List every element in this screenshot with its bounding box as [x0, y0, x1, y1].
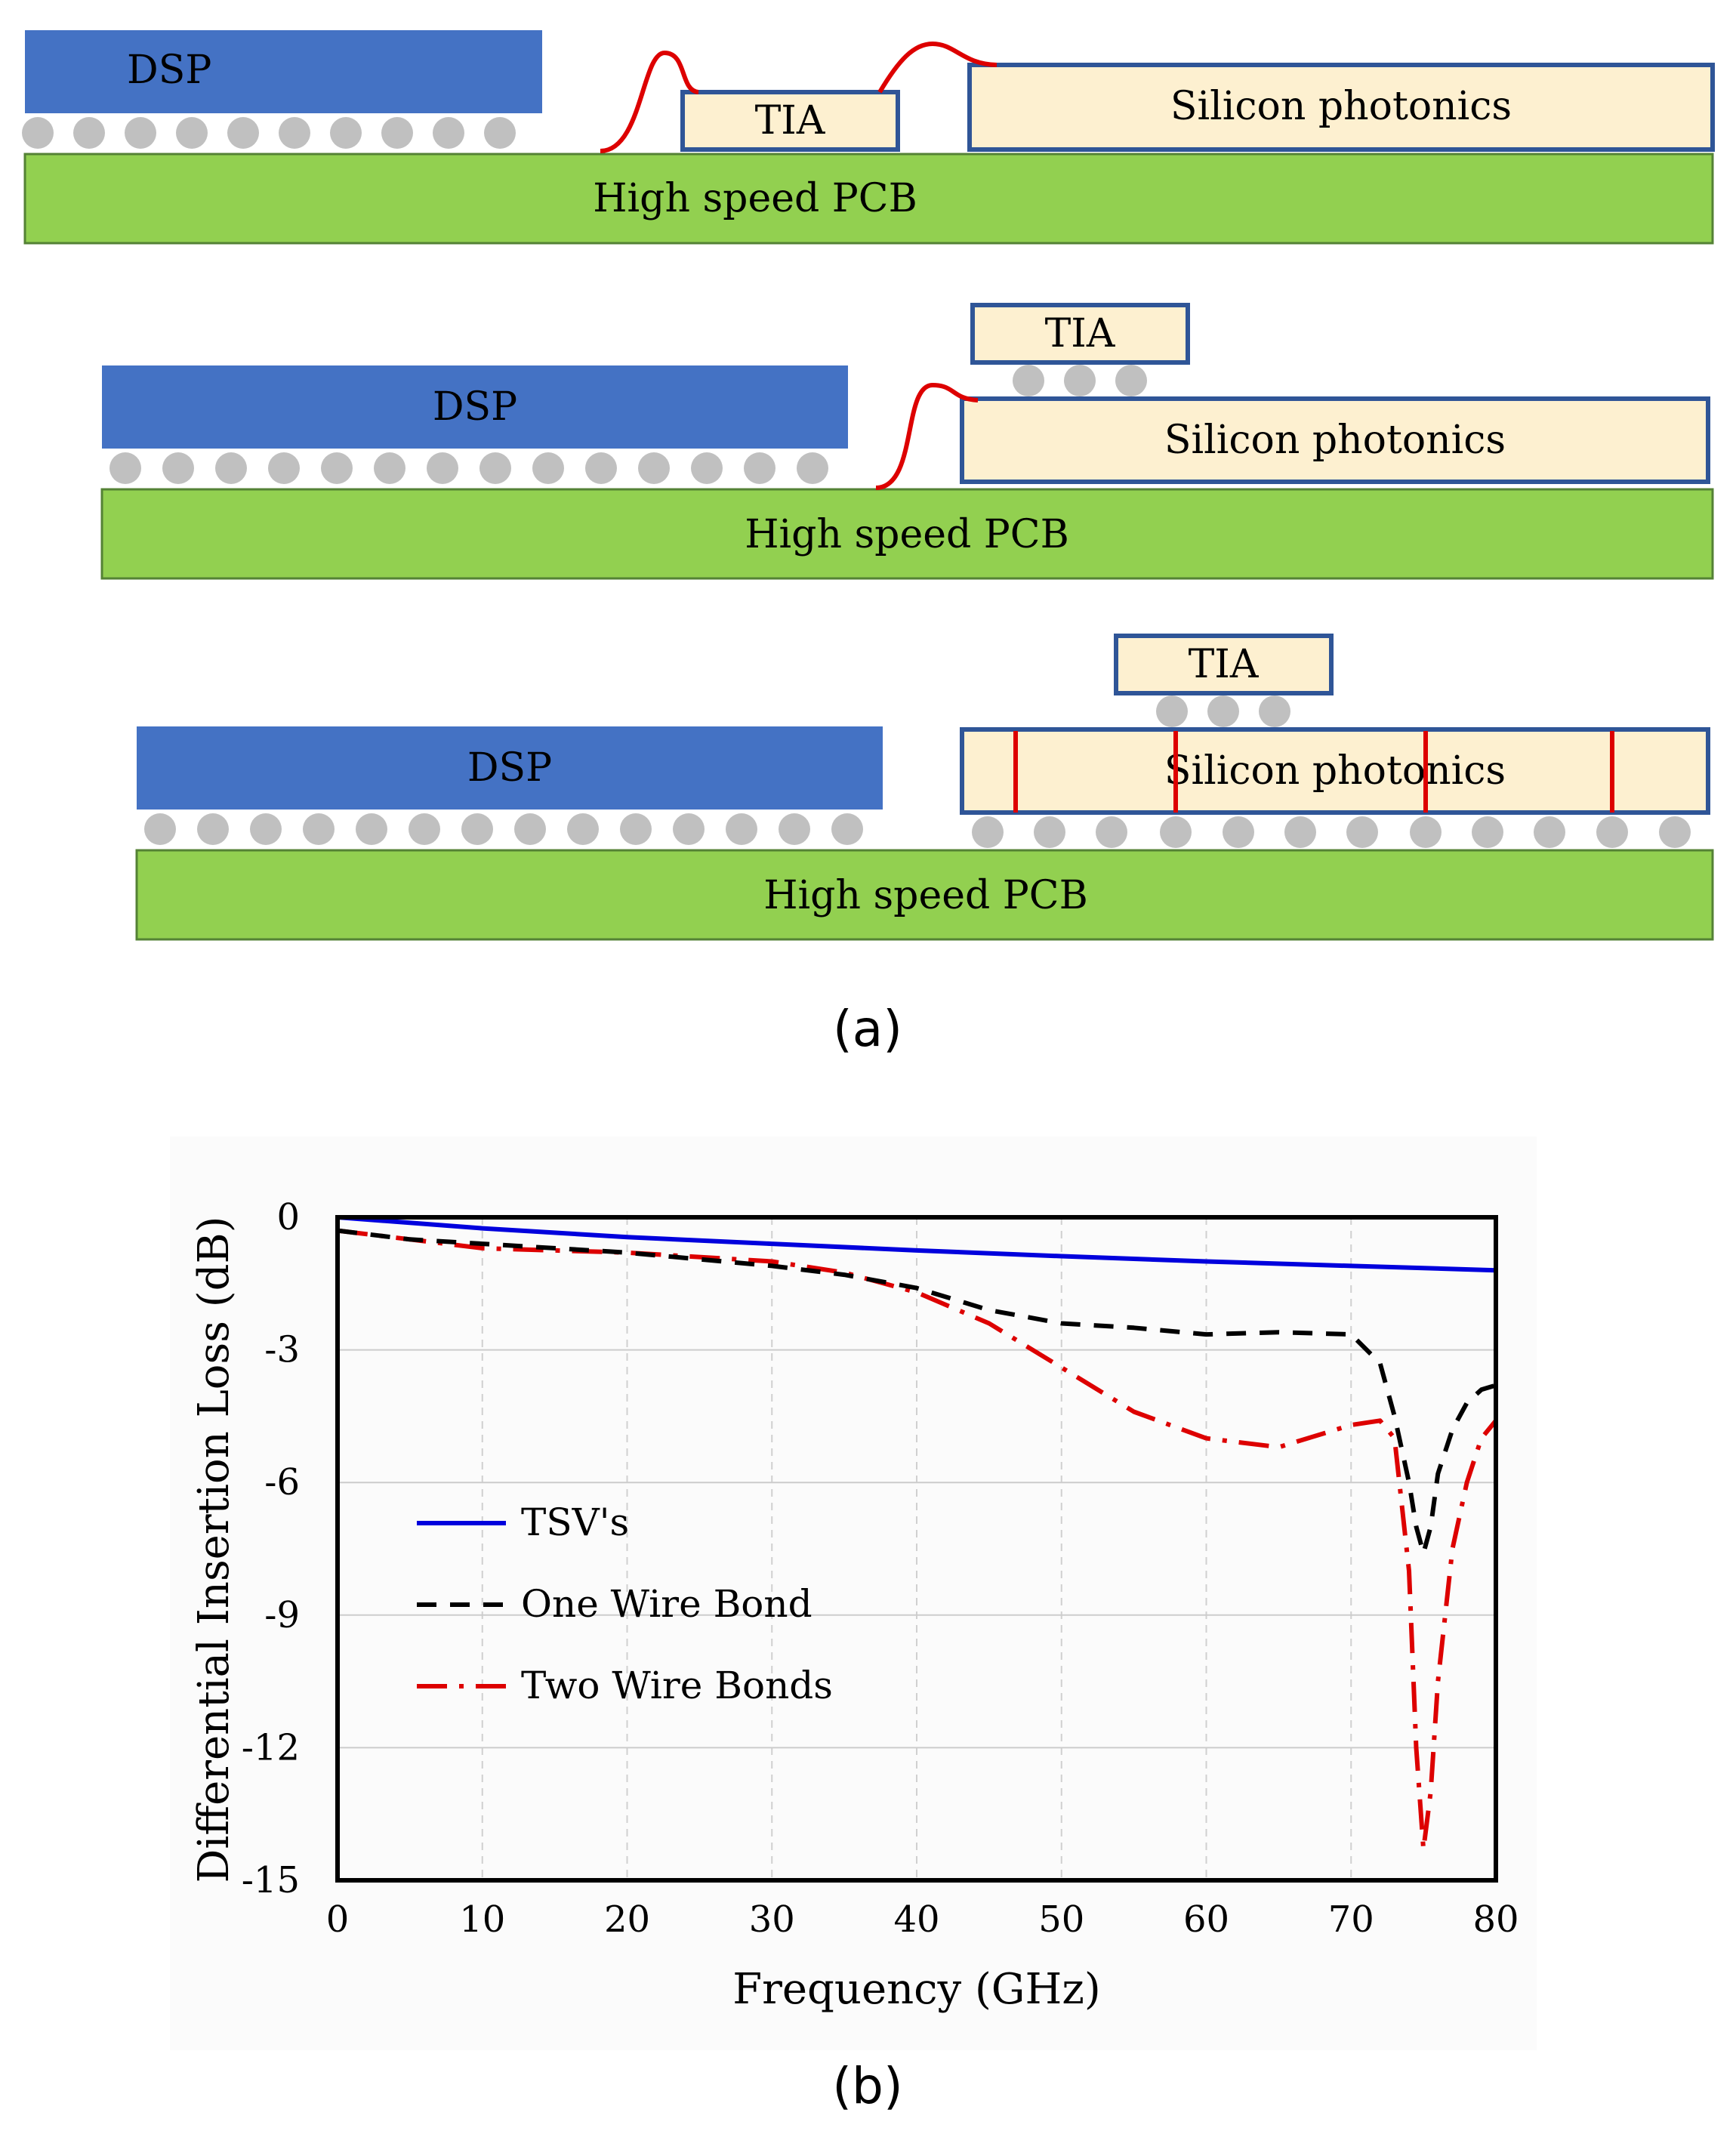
config1-wire-bond-2: [877, 41, 998, 94]
x-tick-label: 40: [893, 1898, 939, 1941]
config3-pcb-label: High speed PCB: [763, 873, 1088, 918]
config3-pcb: [135, 849, 1714, 941]
config3-silicon-photonics-label: Silicon photonics: [1164, 748, 1506, 794]
caption-a: (a): [833, 1000, 902, 1058]
x-tick-label: 80: [1472, 1898, 1519, 1941]
y-tick-label: -6: [264, 1461, 300, 1503]
config3-dsp-chip: [137, 726, 883, 810]
config1-dsp-label: DSP: [127, 48, 211, 93]
config2-tia-chip: [970, 303, 1190, 365]
config2-wire-bond: [875, 382, 979, 490]
config1-dsp-bumps: [22, 117, 516, 149]
x-tick-label: 30: [749, 1898, 795, 1941]
config3-tia-label: TIA: [1189, 642, 1260, 687]
chart-x-tick-labels: 0 10 20 30 40 50 60 70 80: [326, 1898, 1519, 1941]
x-tick-label: 60: [1183, 1898, 1229, 1941]
chart-gridlines: [338, 1217, 1496, 1880]
config3-tsv-diagram: DSP High speed PCB TIA Silicon photonics: [135, 634, 1714, 941]
caption-b: (b): [832, 2057, 902, 2115]
config2-dsp-chip: [102, 365, 848, 449]
config2-pcb-label: High speed PCB: [745, 512, 1069, 557]
config1-pcb: [23, 153, 1714, 245]
chart-legend: TSV's One Wire Bond Two Wire Bonds: [417, 1500, 833, 1707]
series-line-two-wire-bonds: [337, 1228, 1498, 1852]
chart-y-tick-labels: 0 -3 -6 -9 -12 -15: [242, 1196, 300, 1901]
x-tick-label: 0: [326, 1898, 350, 1941]
series-line-one-wire-bond: [337, 1228, 1497, 1556]
y-tick-label: 0: [276, 1196, 300, 1238]
x-tick-label: 50: [1038, 1898, 1084, 1941]
chart-x-axis-label: Frequency (GHz): [732, 1965, 1100, 2014]
config3-photonics-bumps: [972, 816, 1691, 848]
legend-label: TSV's: [521, 1500, 629, 1544]
config1-pcb-label: High speed PCB: [593, 176, 917, 221]
legend-label: One Wire Bond: [521, 1582, 812, 1626]
config3-silicon-photonics-chip: [960, 727, 1710, 815]
chart-series: [337, 1215, 1498, 1852]
config3-dsp-label: DSP: [467, 745, 552, 791]
y-tick-label: -15: [242, 1859, 300, 1901]
x-tick-label: 20: [604, 1898, 650, 1941]
x-tick-label: 10: [459, 1898, 505, 1941]
y-tick-label: -9: [264, 1594, 300, 1636]
series-line-tsv-s: [337, 1215, 1497, 1273]
config2-tia-on-photonics-diagram: DSP High speed PCB TIA Silicon photonics: [100, 303, 1714, 580]
config2-dsp-label: DSP: [433, 384, 517, 430]
config1-wirebond-diagram: DSP High speed PCB TIA Silicon photonics: [22, 30, 1715, 245]
x-tick-label: 70: [1328, 1898, 1374, 1941]
config2-dsp-bumps: [109, 452, 828, 484]
config2-tia-label: TIA: [1045, 311, 1116, 356]
config2-pcb: [100, 488, 1714, 580]
legend-label: Two Wire Bonds: [521, 1664, 833, 1707]
config1-tia-chip: [680, 90, 900, 152]
config1-silicon-photonics-label: Silicon photonics: [1170, 84, 1512, 129]
config2-silicon-photonics-chip: [960, 396, 1710, 484]
config1-tia-label: TIA: [755, 98, 826, 143]
chart-plot-frame: [335, 1215, 1498, 1883]
config3-tia-bumps: [1156, 695, 1290, 727]
config1-silicon-photonics-chip: [967, 63, 1715, 152]
config2-tia-bumps: [1013, 365, 1147, 396]
config1-dsp-chip: [25, 30, 542, 113]
chart-background: [170, 1136, 1537, 2050]
config3-dsp-bumps: [144, 813, 863, 845]
config3-through-silicon-vias: [1013, 731, 1614, 813]
insertion-loss-chart: 0 10 20 30 40 50 60 70 80 0 -3 -6 -9 -12 -15 Frequenc…: [170, 1136, 1537, 2050]
chart-y-axis-label: Differential Insertion Loss (dB): [190, 1217, 239, 1883]
y-tick-label: -3: [264, 1329, 300, 1371]
y-tick-label: -12: [242, 1726, 300, 1769]
config3-tia-chip: [1114, 634, 1334, 695]
config2-silicon-photonics-label: Silicon photonics: [1164, 418, 1506, 463]
config1-wire-bond-1: [600, 50, 699, 153]
